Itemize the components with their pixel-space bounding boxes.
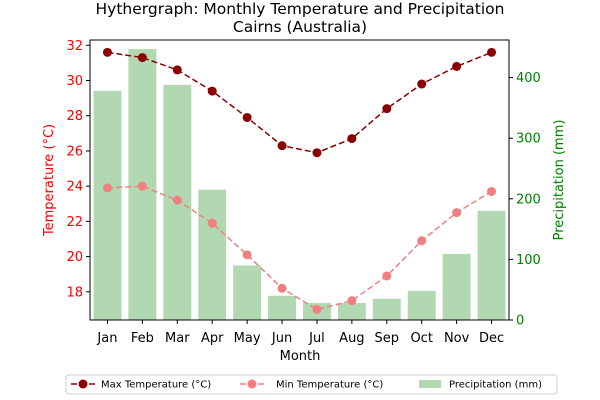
x-tick-label-jun: Jun [271,331,292,346]
min-temp-point-apr [207,218,217,228]
precipitation-bar-dec [477,210,506,320]
left-tick-label: 28 [66,109,83,124]
left-axis: 18 20 22 24 26 28 30 32 [66,39,90,300]
min-temp-point-aug [347,296,357,306]
legend-min-label: Min Temperature (°C) [276,380,383,391]
y-axis-left-label: Temperature (°C) [42,124,57,237]
min-temp-point-feb [137,181,147,191]
max-temp-point-sep [382,104,392,114]
min-temp-point-oct [417,236,427,246]
max-temp-point-jul [312,148,322,158]
x-axis-label: Month [280,349,321,364]
precipitation-bar-may [233,265,262,320]
x-axis: Jan Feb Mar Apr May Jun Jul Aug Sep Oct Nov Dec [96,320,504,346]
max-temp-point-nov [452,61,462,71]
x-tick-label-oct: Oct [410,331,432,346]
x-tick-label-jul: Jul [308,331,325,346]
legend-max-marker [78,379,88,389]
precipitation-bar-apr [198,189,227,320]
right-tick-label: 400 [516,71,541,86]
x-tick-label-nov: Nov [444,331,470,346]
right-tick-label: 100 [516,253,541,268]
min-temp-point-nov [452,208,462,218]
chart-title-line1: Hythergraph: Monthly Temperature and Pre… [96,0,505,18]
precipitation-bar-nov [442,253,471,320]
precipitation-bar-oct [407,290,436,320]
legend: Max Temperature (°C) Min Temperature (°C)… [65,374,558,395]
min-temp-point-may [242,250,252,260]
right-axis: 0 100 200 300 400 [509,71,541,329]
temperature-lines [102,47,497,314]
legend-precip-label: Precipitation (mm) [449,380,542,391]
chart-title-line2: Cairns (Australia) [233,18,367,36]
precipitation-bar-jan [93,90,122,320]
x-tick-label-sep: Sep [375,331,400,346]
min-temp-point-jan [102,183,112,193]
min-temp-point-sep [382,271,392,281]
max-temp-point-apr [207,86,217,96]
left-tick-label: 26 [66,144,83,159]
max-temp-line [107,51,492,154]
x-tick-label-may: May [234,331,261,346]
min-temp-point-jun [277,283,287,293]
x-tick-label-dec: Dec [479,331,504,346]
x-tick-label-feb: Feb [131,331,154,346]
right-tick-label: 0 [516,314,524,329]
x-tick-label-jan: Jan [96,331,117,346]
min-temp-point-dec [487,186,497,196]
right-tick-label: 200 [516,192,541,207]
x-tick-label-apr: Apr [201,331,224,346]
min-temp-point-mar [172,195,182,205]
legend-min-marker [247,379,257,389]
max-temp-point-aug [347,134,357,144]
x-tick-label-mar: Mar [165,331,190,346]
left-tick-label: 18 [66,285,83,300]
min-temp-point-jul [312,304,322,314]
max-temp-point-jun [277,141,287,151]
max-temp-point-mar [172,65,182,75]
plot-frame [89,39,510,321]
precipitation-bars [93,49,506,321]
right-tick-label: 300 [516,132,541,147]
left-tick-label: 32 [66,39,83,54]
max-temp-point-dec [487,47,497,57]
max-temp-point-may [242,112,252,122]
left-tick-label: 20 [66,250,83,265]
legend-precip-swatch [419,380,441,388]
legend-box [65,374,558,395]
max-temp-point-jan [102,47,112,57]
left-tick-label: 30 [66,74,83,89]
max-temp-point-oct [417,79,427,89]
legend-max-label: Max Temperature (°C) [101,380,211,391]
x-tick-label-aug: Aug [339,331,364,346]
precipitation-bar-jun [268,295,297,320]
min-temp-line [107,185,492,311]
y-axis-right-label: Precipitation (mm) [552,120,567,241]
max-temp-point-feb [137,53,147,63]
left-tick-label: 24 [66,180,83,195]
precipitation-bar-aug [337,303,366,320]
precipitation-bar-sep [372,298,401,320]
left-tick-label: 22 [66,215,83,230]
